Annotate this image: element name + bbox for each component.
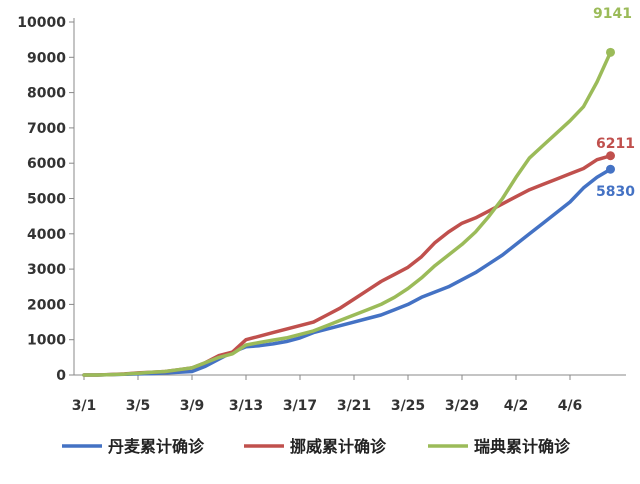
y-tick-label: 8000: [27, 86, 66, 102]
series-end-point: [606, 151, 615, 160]
x-tick-label: 3/21: [337, 398, 371, 414]
y-tick-label: 4000: [27, 227, 66, 243]
y-tick-label: 10000: [17, 15, 66, 31]
series-end-point: [606, 165, 615, 174]
legend-label: 瑞典累计确诊: [474, 437, 571, 456]
x-tick-label: 3/25: [391, 398, 425, 414]
series-end-label: 5830: [596, 184, 635, 200]
x-tick-label: 4/2: [504, 398, 529, 414]
x-tick-label: 3/29: [445, 398, 479, 414]
y-tick-label: 1000: [27, 333, 66, 349]
y-tick-label: 9000: [27, 50, 66, 66]
y-tick-label: 0: [56, 368, 66, 384]
y-tick-label: 3000: [27, 262, 66, 278]
x-tick-label: 4/6: [558, 398, 583, 414]
x-tick-label: 3/17: [283, 398, 317, 414]
x-tick-label: 3/13: [229, 398, 263, 414]
legend-label: 丹麦累计确诊: [108, 437, 205, 456]
series-line: [84, 52, 611, 375]
series-line: [84, 169, 611, 375]
series-end-label: 9141: [593, 6, 632, 22]
y-tick-label: 7000: [27, 121, 66, 137]
series-end-label: 6211: [596, 136, 635, 152]
series-end-point: [606, 48, 615, 57]
series-line: [84, 156, 611, 375]
x-tick-label: 3/1: [72, 398, 97, 414]
y-tick-label: 6000: [27, 156, 66, 172]
y-tick-label: 5000: [27, 192, 66, 208]
x-tick-label: 3/5: [126, 398, 151, 414]
y-tick-label: 2000: [27, 297, 66, 313]
x-tick-label: 3/9: [180, 398, 205, 414]
legend-label: 挪威累计确诊: [290, 437, 387, 456]
